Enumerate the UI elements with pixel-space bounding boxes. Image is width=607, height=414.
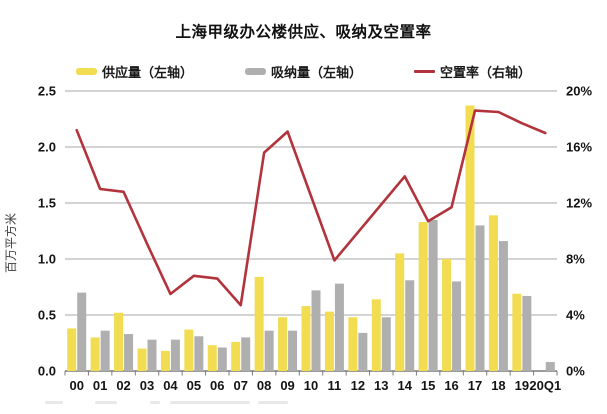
supply-bar xyxy=(278,317,288,371)
supply-bar xyxy=(418,222,428,371)
left-axis-tick: 2.0 xyxy=(38,140,56,155)
supply-bar xyxy=(465,105,475,371)
absorption-bar xyxy=(545,362,555,371)
absorption-bar xyxy=(475,225,485,371)
x-axis-label: 10 xyxy=(304,378,318,393)
absorption-bar xyxy=(428,219,438,371)
x-axis-label: 18 xyxy=(491,378,505,393)
supply-bar xyxy=(512,293,522,371)
x-axis-label: 04 xyxy=(163,378,178,393)
right-axis-tick: 20% xyxy=(566,84,592,99)
supply-bar xyxy=(114,312,124,371)
absorption-bar xyxy=(452,281,462,371)
supply-bar xyxy=(137,348,147,371)
supply-bar xyxy=(67,328,77,371)
x-axis-label: 13 xyxy=(374,378,388,393)
supply-bar xyxy=(488,215,498,371)
right-axis-tick: 12% xyxy=(566,196,592,211)
x-axis-label: 20Q1 xyxy=(529,378,561,393)
absorption-bar xyxy=(217,347,227,371)
supply-bar xyxy=(395,253,405,371)
x-axis-label: 00 xyxy=(69,378,83,393)
absorption-bar xyxy=(334,283,344,371)
left-axis-tick: 1.0 xyxy=(38,252,56,267)
x-axis-label: 19 xyxy=(515,378,529,393)
cropped-footnote-remnant xyxy=(95,401,117,404)
absorption-bar xyxy=(288,330,298,371)
absorption-bar xyxy=(124,334,134,371)
vacancy-swatch-icon xyxy=(414,70,435,73)
absorption-bar xyxy=(498,241,508,371)
absorption-bar xyxy=(264,330,274,371)
x-axis-label: 07 xyxy=(233,378,247,393)
supply-bar xyxy=(160,350,170,371)
absorption-bar xyxy=(405,280,415,371)
absorption-bar xyxy=(241,337,251,371)
absorption-bar xyxy=(147,339,157,371)
supply-bar xyxy=(184,329,194,371)
supply-bar xyxy=(90,337,100,371)
cropped-footnote-remnant xyxy=(45,401,63,404)
chart-title: 上海甲级办公楼供应、吸纳及空置率 xyxy=(175,24,432,41)
absorption-bar xyxy=(77,292,87,371)
supply-bar xyxy=(207,345,217,371)
legend-label-supply: 供应量（左轴） xyxy=(101,65,193,80)
left-axis-tick: 0.0 xyxy=(38,364,56,379)
supply-bar xyxy=(442,259,452,371)
legend-item-supply: 供应量（左轴） xyxy=(75,62,193,81)
absorption-bar xyxy=(170,339,180,371)
absorption-bar xyxy=(311,290,321,371)
absorption-bar xyxy=(100,330,110,371)
right-axis-tick: 0% xyxy=(566,364,585,379)
supply-bar xyxy=(231,341,241,371)
x-axis-label: 05 xyxy=(187,378,201,393)
x-axis-label: 08 xyxy=(257,378,271,393)
supply-bar xyxy=(371,299,381,371)
x-axis-label: 11 xyxy=(328,378,342,393)
supply-bar xyxy=(301,306,311,371)
x-axis-label: 12 xyxy=(351,378,365,393)
x-axis-label: 09 xyxy=(280,378,294,393)
right-axis-tick: 16% xyxy=(566,140,592,155)
absorption-swatch-icon xyxy=(244,68,266,75)
legend-item-vacancy: 空置率（右轴） xyxy=(414,62,531,81)
cropped-footnote-remnant xyxy=(150,401,160,404)
left-axis-tick: 0.5 xyxy=(38,308,56,323)
legend-item-absorption: 吸纳量（左轴） xyxy=(244,62,362,81)
cropped-footnote-remnant xyxy=(258,401,288,404)
x-axis-label: 17 xyxy=(468,378,482,393)
legend-label-absorption: 吸纳量（左轴） xyxy=(270,65,362,80)
absorption-bar xyxy=(358,332,368,371)
x-axis-label: 15 xyxy=(421,378,435,393)
legend-label-vacancy: 空置率（右轴） xyxy=(440,65,532,80)
supply-swatch-icon xyxy=(75,68,97,75)
right-axis-tick: 8% xyxy=(566,252,585,267)
left-axis-tick: 1.5 xyxy=(38,196,56,211)
absorption-bar xyxy=(194,336,204,371)
supply-bar xyxy=(254,276,264,371)
x-axis-label: 01 xyxy=(93,378,107,393)
x-axis-label: 16 xyxy=(444,378,458,393)
x-axis-label: 03 xyxy=(140,378,154,393)
left-axis-tick: 2.5 xyxy=(38,84,56,99)
x-axis-label: 06 xyxy=(210,378,224,393)
x-axis-label: 14 xyxy=(397,378,412,393)
absorption-bar xyxy=(381,317,391,371)
chart-legend: 供应量（左轴） 吸纳量（左轴） 空置率（右轴） xyxy=(0,62,607,81)
cropped-footnote-remnant xyxy=(170,401,250,404)
absorption-bar xyxy=(522,295,532,371)
supply-bar xyxy=(324,311,334,371)
right-axis-tick: 4% xyxy=(566,308,585,323)
y-axis-title: 百万平方米 xyxy=(3,213,18,273)
vacancy-line xyxy=(75,109,547,307)
supply-bar xyxy=(348,317,358,371)
x-axis-label: 02 xyxy=(116,378,130,393)
